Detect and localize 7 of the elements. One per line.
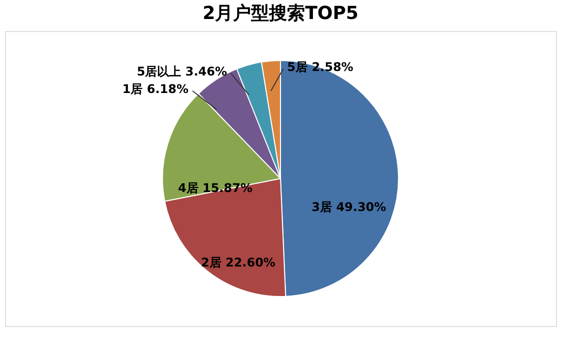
chart-title: 2月户型搜索TOP5 <box>202 3 358 24</box>
slice-label: 2居 22.60% <box>200 255 276 270</box>
slice-label: 1居 6.18% <box>122 82 189 96</box>
slice-label: 4居 15.87% <box>178 180 252 195</box>
slice-label: 3居 49.30% <box>312 200 386 214</box>
slice-label: 5居以上 3.46% <box>136 64 228 79</box>
slice-label: 5居 2.58% <box>287 60 354 74</box>
